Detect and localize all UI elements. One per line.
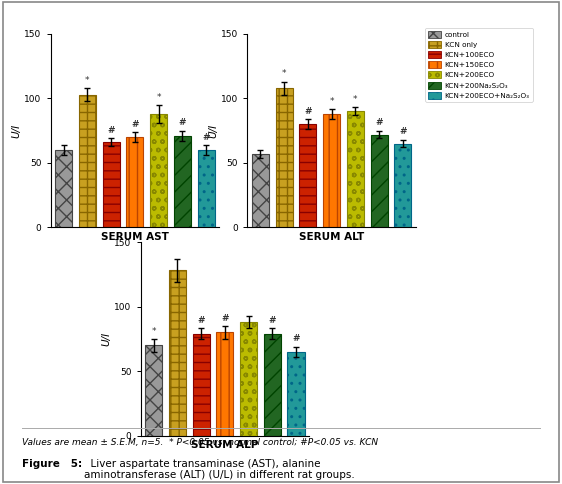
Bar (216, 333, 233, 436)
Bar (252, 154, 269, 227)
Bar (370, 135, 388, 227)
Text: Figure   5:: Figure 5: (22, 459, 83, 469)
Bar (288, 352, 305, 436)
Text: *: * (353, 95, 357, 104)
Text: #: # (179, 119, 186, 127)
Y-axis label: U/I: U/I (12, 123, 21, 138)
Text: *: * (156, 92, 161, 102)
Y-axis label: U/I: U/I (102, 332, 111, 346)
Bar (323, 114, 340, 227)
X-axis label: SERUM AST: SERUM AST (101, 232, 169, 242)
Text: #: # (107, 126, 115, 135)
Bar (264, 333, 281, 436)
Bar (55, 150, 72, 227)
Text: *: * (329, 96, 334, 106)
Bar (275, 88, 293, 227)
Bar (126, 137, 143, 227)
Y-axis label: U/I: U/I (209, 123, 218, 138)
Bar (240, 322, 257, 436)
Bar (103, 142, 120, 227)
Text: #: # (399, 127, 406, 136)
Bar (174, 136, 191, 227)
X-axis label: SERUM ALP: SERUM ALP (191, 440, 259, 450)
Bar (347, 111, 364, 227)
Legend: control, KCN only, KCN+100ECO, KCN+150ECO, KCN+200ECO, KCN+200Na₂S₂O₃, KCN+200EC: control, KCN only, KCN+100ECO, KCN+150EC… (425, 28, 533, 102)
Text: #: # (202, 133, 210, 142)
Bar (395, 144, 411, 227)
Text: Liver aspartate transaminase (AST), alanine
aminotransferase (ALT) (U/L) in diff: Liver aspartate transaminase (AST), alan… (84, 459, 355, 481)
Bar (300, 124, 316, 227)
Text: #: # (221, 314, 229, 323)
Bar (198, 150, 215, 227)
X-axis label: SERUM ALT: SERUM ALT (299, 232, 364, 242)
Text: #: # (269, 316, 276, 325)
Text: *: * (151, 327, 156, 335)
Text: #: # (292, 334, 300, 343)
Text: #: # (197, 316, 205, 325)
Bar (193, 333, 210, 436)
Text: #: # (375, 119, 383, 127)
Text: Values are mean ± S.E.M, n=5.  * P<0.05 vs. normal control; #P<0.05 vs. KCN: Values are mean ± S.E.M, n=5. * P<0.05 v… (22, 438, 379, 447)
Bar (150, 114, 167, 227)
Text: #: # (304, 107, 311, 116)
Bar (169, 271, 186, 436)
Text: #: # (131, 120, 139, 129)
Bar (145, 345, 162, 436)
Bar (79, 94, 96, 227)
Text: *: * (85, 76, 89, 85)
Text: *: * (282, 69, 286, 78)
